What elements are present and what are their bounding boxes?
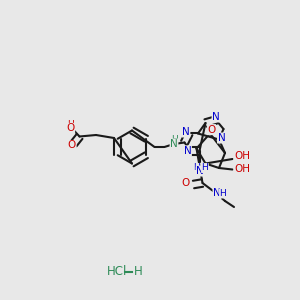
Text: N: N — [196, 166, 204, 176]
Text: H: H — [67, 120, 74, 129]
Text: N: N — [212, 112, 220, 122]
Text: O: O — [66, 123, 75, 134]
Text: O: O — [182, 178, 190, 188]
Text: O: O — [207, 124, 216, 135]
Text: H: H — [171, 135, 177, 144]
Text: H: H — [220, 189, 226, 198]
Text: N: N — [182, 127, 190, 137]
Text: H: H — [134, 265, 142, 278]
Text: H: H — [202, 164, 208, 172]
Text: OH: OH — [234, 151, 250, 161]
Text: N: N — [218, 133, 225, 143]
Text: N: N — [170, 139, 178, 149]
Text: OH: OH — [234, 164, 250, 175]
Text: H: H — [193, 164, 200, 172]
Text: N: N — [213, 188, 221, 199]
Text: HCl: HCl — [107, 265, 127, 278]
Text: N: N — [184, 146, 191, 156]
Text: O: O — [68, 140, 76, 151]
